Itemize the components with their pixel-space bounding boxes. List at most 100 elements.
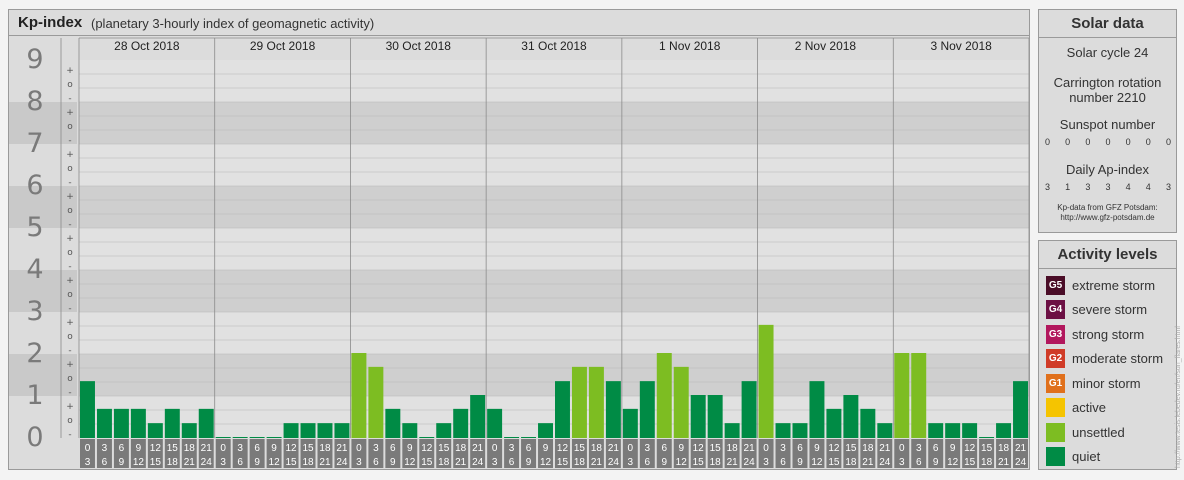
interval-end-label: 6 [916,457,922,468]
sunspot-value: 0 [1125,137,1131,147]
interval-end-label: 6 [102,457,108,468]
interval-cell [571,439,587,468]
minor-tick-label: o [67,290,73,300]
activity-level-swatch: G4 [1046,300,1065,319]
y-band [79,60,1029,102]
interval-end-label: 15 [285,457,297,468]
interval-end-label: 6 [509,457,515,468]
interval-cell [622,439,638,468]
interval-end-label: 6 [645,457,651,468]
ap-index-value: 4 [1145,182,1151,192]
minor-tick-label: + [66,150,74,160]
interval-cell [300,439,316,468]
day-label: 28 Oct 2018 [114,39,180,53]
activity-level-label: quiet [1072,449,1101,464]
y-tick-label: 1 [26,380,43,411]
minor-tick-label: - [68,304,71,314]
sunspot-value: 0 [1045,137,1051,147]
interval-cell [351,439,367,468]
interval-cell [470,439,486,468]
interval-cell [962,439,978,468]
activity-level-label: strong storm [1072,326,1145,342]
interval-cell [80,439,95,468]
interval-cell [487,439,503,468]
interval-start-label: 12 [285,443,297,454]
interval-start-label: 15 [574,443,586,454]
kp-bar [249,437,265,438]
y-tick-label: 3 [26,296,43,327]
interval-cell [283,439,299,468]
kp-bar [809,381,825,438]
interval-start-label: 12 [828,443,840,454]
interval-start-label: 0 [763,443,769,454]
interval-cell [707,439,723,468]
interval-end-label: 12 [676,457,688,468]
interval-end-label: 21 [591,457,603,468]
interval-cell [436,439,452,468]
interval-start-label: 9 [407,443,413,454]
interval-start-label: 15 [845,443,857,454]
interval-end-label: 15 [421,457,433,468]
y-tick-label: 5 [26,212,43,243]
activity-level-swatch: G5 [1046,275,1065,295]
y-tick-label: 9 [26,44,43,75]
interval-end-label: 12 [269,457,281,468]
interval-cell [164,439,180,468]
sunspot-value: 0 [1085,137,1091,147]
interval-end-label: 9 [390,457,396,468]
interval-cell [453,439,469,468]
interval-start-label: 21 [201,443,213,454]
chart-header: Kp-index (planetary 3-hourly index of ge… [9,10,1029,36]
y-tick-label: 6 [26,170,43,201]
y-band-left [9,396,77,438]
y-band-left [9,60,77,102]
ap-index-value: 3 [1105,182,1111,192]
interval-end-label: 18 [167,457,179,468]
interval-cell [894,439,910,468]
minor-tick-label: - [68,346,71,356]
interval-start-label: 9 [136,443,142,454]
minor-tick-label: - [68,430,71,440]
interval-start-label: 12 [964,443,976,454]
interval-cell [521,439,537,468]
interval-cell [215,439,231,468]
interval-start-label: 18 [455,443,467,454]
kp-bar [555,381,570,438]
interval-cell [911,439,927,468]
interval-end-label: 9 [933,457,939,468]
interval-cell [673,439,689,468]
interval-cell [979,439,995,468]
activity-level-item: G1 minor storm [1046,373,1141,393]
interval-cell [656,439,672,468]
interval-end-label: 3 [899,457,905,468]
y-band [79,102,1029,144]
y-tick-label: 7 [26,128,43,159]
interval-end-label: 21 [727,457,739,468]
sunspot-value: 0 [1145,137,1151,147]
y-band [79,186,1029,228]
kp-bar [402,423,418,438]
interval-cell [504,439,520,468]
interval-end-label: 18 [845,457,857,468]
data-source-label: Kp-data from GFZ Potsdam: [1057,203,1158,212]
ap-index-value: 3 [1165,182,1171,192]
interval-end-label: 24 [472,457,484,468]
interval-start-label: 15 [302,443,314,454]
kp-bar [164,408,180,438]
activity-level-item: active [1046,398,1106,418]
interval-start-label: 9 [271,443,277,454]
interval-start-label: 12 [693,443,705,454]
kp-bar [232,437,248,438]
y-band-left [9,354,77,396]
interval-start-label: 18 [862,443,874,454]
interval-cell [588,439,604,468]
kp-bar [317,423,333,438]
kp-bar [588,366,604,438]
minor-tick-label: o [67,332,73,342]
interval-end-label: 21 [862,457,874,468]
activity-level-label: extreme storm [1072,277,1156,293]
ap-index-value: 3 [1045,182,1051,192]
kp-bar [792,423,808,438]
kp-bar [894,353,910,438]
interval-cell [775,439,791,468]
